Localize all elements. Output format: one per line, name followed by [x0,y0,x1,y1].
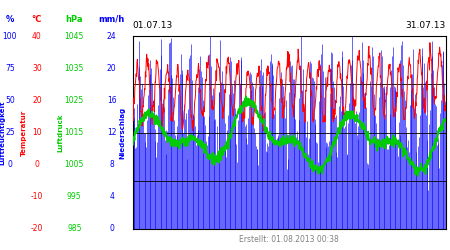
Text: 4: 4 [109,192,114,201]
Text: 30: 30 [32,64,42,73]
Text: -20: -20 [31,224,43,233]
Text: 25: 25 [5,128,15,137]
Text: 1035: 1035 [64,64,84,73]
Text: 40: 40 [32,32,42,41]
Text: 0: 0 [8,160,12,169]
Text: -10: -10 [31,192,43,201]
Text: 12: 12 [107,128,117,137]
Text: 995: 995 [67,192,81,201]
Text: 1015: 1015 [65,128,84,137]
Text: 0: 0 [35,160,39,169]
Text: 985: 985 [67,224,81,233]
Text: 31.07.13: 31.07.13 [405,20,446,30]
Text: 24: 24 [107,32,117,41]
Text: 16: 16 [107,96,117,105]
Text: 50: 50 [5,96,15,105]
Text: °C: °C [32,15,42,24]
Text: hPa: hPa [66,15,83,24]
Text: Erstellt: 01.08.2013 00:38: Erstellt: 01.08.2013 00:38 [239,235,339,244]
Text: %: % [6,15,14,24]
Text: Temperatur: Temperatur [20,110,27,156]
Text: 1025: 1025 [65,96,84,105]
Text: 8: 8 [109,160,114,169]
Text: mm/h: mm/h [99,15,125,24]
Text: 0: 0 [109,224,114,233]
Text: 100: 100 [3,32,17,41]
Text: Niederschlag: Niederschlag [119,106,126,158]
Text: Luftdruck: Luftdruck [57,113,63,152]
Text: 01.07.13: 01.07.13 [133,20,173,30]
Text: 20: 20 [107,64,117,73]
Text: 75: 75 [5,64,15,73]
Text: 1045: 1045 [64,32,84,41]
Text: 10: 10 [32,128,42,137]
Text: 1005: 1005 [64,160,84,169]
Text: Luftfeuchtigkeit: Luftfeuchtigkeit [0,100,6,165]
Text: 20: 20 [32,96,42,105]
